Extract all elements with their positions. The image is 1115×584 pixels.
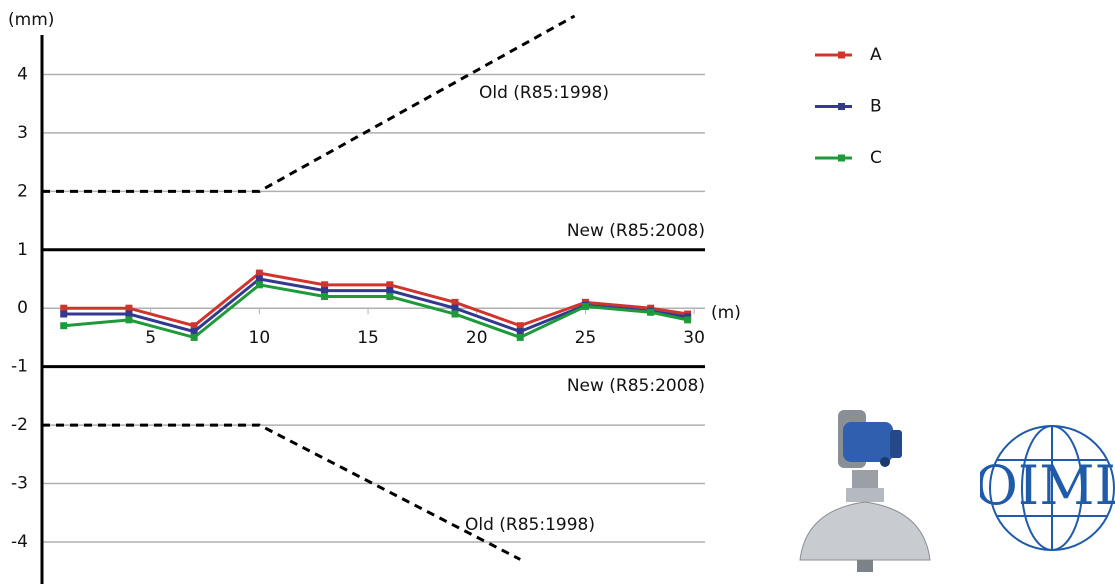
- point: [125, 316, 133, 324]
- logo-text: OIML: [974, 454, 1115, 517]
- y-tick-label: -2: [11, 415, 28, 435]
- legend-marker: [838, 51, 845, 59]
- y-tick-label: 2: [17, 181, 28, 201]
- y-axis-label: (mm): [8, 10, 54, 30]
- point: [190, 322, 198, 330]
- point: [321, 287, 329, 295]
- limit-label: Old (R85:1998): [479, 83, 609, 103]
- y-tick-label: -4: [11, 532, 28, 552]
- y-tick-label: 0: [17, 298, 28, 318]
- point: [516, 322, 524, 330]
- x-tick-label: 20: [466, 328, 488, 348]
- point: [386, 287, 394, 295]
- point: [451, 310, 459, 318]
- x-tick-label: 10: [249, 328, 271, 348]
- point: [321, 293, 329, 300]
- point: [516, 333, 524, 341]
- point: [60, 310, 68, 318]
- series-line: [63, 277, 688, 334]
- x-tick-label: 15: [357, 328, 379, 348]
- point: [684, 316, 692, 324]
- y-tick-label: -1: [11, 357, 28, 377]
- limit-line: [42, 14, 576, 193]
- legend-label: C: [870, 148, 882, 168]
- point: [60, 322, 68, 330]
- point: [125, 310, 133, 318]
- point: [386, 293, 394, 300]
- point: [647, 308, 655, 316]
- oiml-logo: [989, 425, 1115, 551]
- y-tick-label: 4: [17, 64, 28, 84]
- point: [60, 304, 68, 312]
- point: [255, 275, 263, 283]
- x-axis-label: (m): [711, 303, 741, 323]
- point: [451, 304, 459, 312]
- legend-label: A: [870, 45, 882, 65]
- legend-marker: [838, 103, 845, 110]
- y-tick-label: 1: [17, 240, 28, 260]
- point: [125, 304, 133, 312]
- point: [190, 333, 198, 341]
- x-tick-label: 25: [575, 328, 597, 348]
- legend-label: B: [870, 97, 882, 117]
- point: [190, 328, 198, 336]
- x-tick-label: 5: [145, 328, 156, 348]
- point: [451, 298, 459, 306]
- radar-device: [799, 410, 931, 572]
- point: [581, 302, 589, 310]
- limit-label: New (R85:2008): [567, 221, 705, 241]
- point: [516, 328, 524, 336]
- legend-marker: [838, 154, 845, 162]
- y-tick-label: -3: [11, 474, 28, 494]
- point: [386, 281, 394, 289]
- point: [321, 281, 329, 289]
- x-tick-label: 30: [683, 328, 705, 348]
- limit-label: New (R85:2008): [567, 376, 705, 396]
- point: [255, 281, 263, 289]
- limit-line: [42, 423, 521, 561]
- point: [255, 269, 263, 277]
- y-tick-label: 3: [17, 123, 28, 143]
- limit-label: Old (R85:1998): [465, 515, 595, 535]
- series-line: [63, 271, 688, 328]
